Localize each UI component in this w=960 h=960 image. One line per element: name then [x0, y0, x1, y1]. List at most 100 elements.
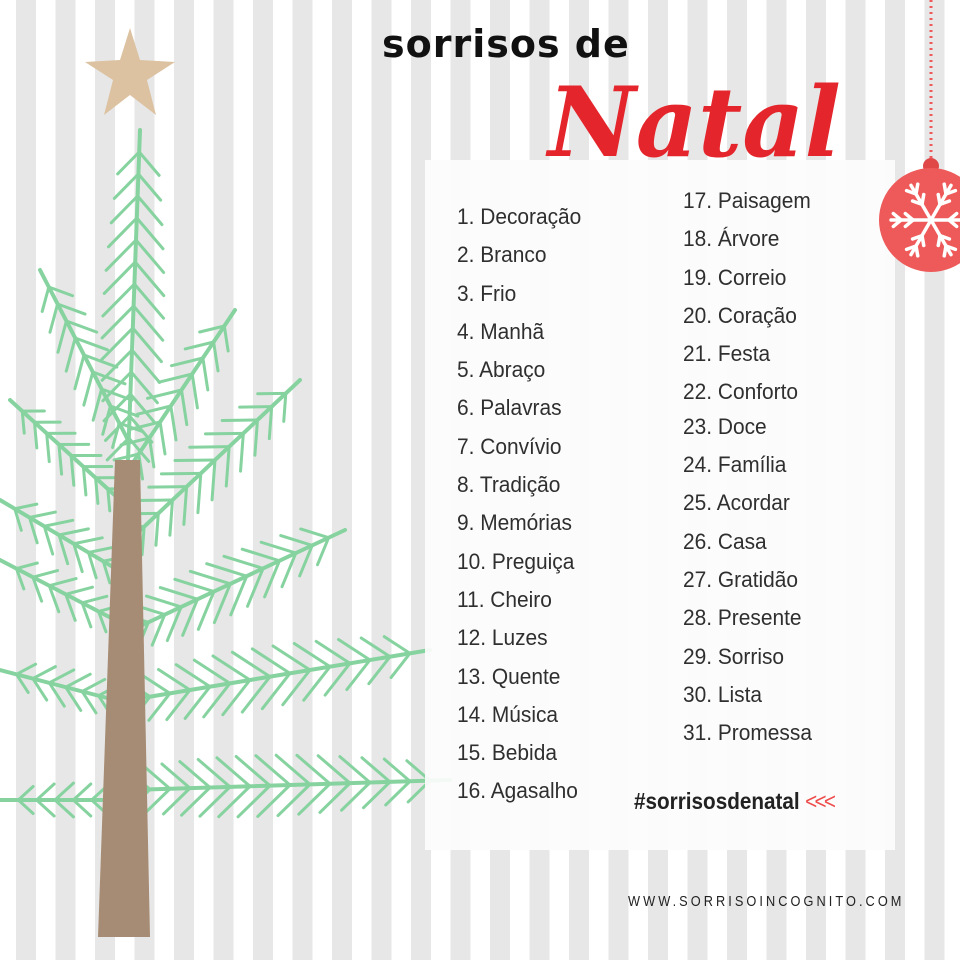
tree-branch — [188, 445, 231, 449]
tree-branch — [133, 260, 166, 298]
tree-branch — [71, 798, 93, 818]
tree-branch — [203, 431, 245, 436]
list-item: 13. Quente — [457, 663, 561, 689]
tree-branch — [137, 150, 161, 177]
tree-branch — [28, 510, 57, 519]
tree-branch — [87, 551, 98, 580]
tree-branch — [0, 668, 117, 702]
tree-branch — [57, 527, 90, 537]
tree-branch — [156, 668, 192, 692]
tree-branch — [53, 798, 75, 819]
tree-branch — [42, 518, 75, 528]
tree-branch — [173, 577, 216, 594]
tree-branch — [205, 562, 249, 578]
tree-branch — [345, 658, 372, 692]
tree-branch — [147, 436, 156, 469]
tree-branch — [100, 304, 136, 340]
tree-branch — [229, 574, 249, 617]
tree-branch — [302, 665, 332, 702]
tree-branch — [246, 566, 265, 608]
tree-branch — [136, 194, 164, 227]
tree-branch — [222, 324, 230, 353]
tree-branch — [47, 285, 75, 298]
tree-branch — [297, 782, 332, 816]
tree-branch — [182, 485, 189, 526]
tree-branch — [126, 128, 142, 462]
tree-branch — [318, 781, 352, 814]
tree-branch — [14, 561, 39, 571]
tree-branch — [42, 524, 55, 556]
tree-branch — [276, 782, 312, 818]
tree-branch — [91, 370, 127, 386]
tree-branch — [147, 485, 189, 489]
list-item: 3. Frio — [457, 280, 517, 306]
list-item: 19. Correio — [683, 264, 787, 290]
tree-branch — [292, 641, 332, 669]
tree-branch — [101, 559, 112, 585]
tree-branch — [196, 471, 203, 515]
tree-branch — [316, 754, 352, 785]
tree-branch — [336, 638, 372, 662]
list-item: 25. Acordar — [683, 490, 790, 516]
tree-branch — [119, 436, 151, 447]
tree-branch — [281, 668, 312, 707]
tree-branch — [254, 754, 292, 787]
tree-branch — [108, 404, 140, 418]
tree-branch — [135, 404, 173, 416]
tree-branch — [212, 340, 220, 373]
tree-branch — [169, 356, 205, 368]
list-item: 9. Memórias — [457, 510, 572, 536]
tree-branch — [106, 487, 112, 513]
website-link[interactable]: WWW.SORRISOINCOGNITO.COM — [628, 893, 905, 910]
tree-branch — [142, 765, 172, 791]
tree-branch — [101, 404, 112, 436]
tree-branch — [116, 150, 141, 176]
tree-branch — [16, 784, 35, 802]
list-item: 12. Luzes — [457, 625, 548, 651]
list-item: 22. Conforto — [683, 379, 799, 405]
tree-branch — [201, 356, 210, 392]
tree-branch — [280, 551, 298, 589]
tree-branch — [210, 458, 217, 502]
tree-branch — [192, 658, 232, 685]
tree-branch — [134, 238, 166, 274]
tree-branch — [14, 567, 26, 591]
tree-branch — [234, 755, 272, 788]
tree-branch — [28, 516, 39, 545]
tree-branch — [256, 783, 292, 818]
tree-branch — [31, 575, 44, 603]
tree-branch — [158, 420, 167, 456]
tree-branch — [180, 786, 212, 817]
tree-branch — [250, 647, 292, 675]
tree-branch — [158, 586, 200, 601]
tree-branch — [159, 471, 203, 476]
tree-branch — [13, 507, 23, 532]
tree-branch — [362, 780, 392, 810]
tree-branch — [211, 654, 252, 682]
hashtag: #sorrisosdenatal <<< — [634, 788, 836, 815]
tree-branch — [260, 671, 292, 711]
tree-branch — [154, 511, 160, 547]
list-panel — [425, 160, 895, 850]
tree-branch — [360, 756, 392, 784]
tree-branch — [147, 691, 172, 722]
list-item: 8. Tradição — [457, 472, 561, 498]
tree-branch — [323, 661, 352, 697]
tree-branch — [271, 644, 312, 672]
tree-branch — [131, 326, 163, 364]
list-item: 16. Agasalho — [457, 778, 578, 804]
tree-branch — [101, 282, 136, 318]
tree-branch — [73, 336, 109, 352]
tree-branch — [57, 533, 70, 566]
tree-branch — [132, 282, 166, 320]
tree-branch — [71, 782, 93, 802]
list-item: 18. Árvore — [683, 226, 780, 252]
tree-branch — [173, 458, 217, 463]
tree-branch — [263, 559, 281, 599]
tree-branch — [130, 528, 347, 632]
tree-branch — [382, 757, 412, 783]
tree-branch — [198, 324, 226, 334]
tree-branch — [165, 605, 183, 643]
tree-branch — [174, 663, 212, 689]
tree-branch — [64, 336, 77, 373]
